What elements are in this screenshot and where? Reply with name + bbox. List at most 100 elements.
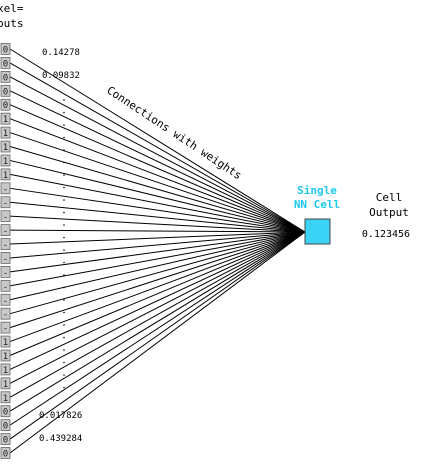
input-box (0, 182, 11, 195)
input-box (0, 377, 11, 390)
weight-label-4: 0.439284 (39, 434, 82, 444)
connection-line (9, 76, 306, 233)
input-value: - (3, 254, 8, 264)
connection-line (9, 146, 306, 233)
connection-line (9, 231, 306, 343)
input-value: 1 (3, 171, 8, 181)
input-box (0, 265, 11, 278)
connection-line (9, 231, 306, 384)
input-box (0, 335, 11, 348)
input-value: 1 (3, 143, 8, 153)
continuation-dot (63, 349, 65, 351)
input-value: 1 (3, 129, 8, 139)
continuation-dot (63, 211, 65, 214)
input-value: 1 (3, 157, 8, 167)
input-value: - (3, 324, 8, 334)
input-box (0, 433, 11, 445)
input-box (0, 224, 11, 237)
input-value: 1 (3, 115, 8, 125)
input-box (0, 57, 11, 69)
input-column: 0 0 0 0 0 1 1 1 1 1 - - - - - - - - - - - 1 1 1 1 1 0 0 0 0 (0, 43, 11, 460)
input-value: - (3, 282, 8, 292)
continuation-dot (63, 136, 65, 139)
continuation-dot (63, 374, 65, 376)
continuation-dot (63, 186, 65, 189)
input-value: 1 (3, 366, 8, 376)
connection-line (9, 187, 306, 233)
input-value: 1 (3, 352, 8, 362)
input-box (0, 84, 11, 97)
connection-line (9, 231, 306, 287)
input-box (0, 321, 11, 334)
connection-line (9, 231, 306, 398)
header-line1: xel= (0, 2, 24, 15)
weight-label-1: 0.14278 (42, 48, 80, 58)
input-value: 0 (3, 87, 8, 97)
connection-line (9, 229, 306, 233)
input-box (0, 391, 11, 404)
input-box (0, 70, 11, 83)
connection-line (9, 231, 306, 245)
input-box (0, 98, 11, 111)
input-box (0, 210, 11, 223)
input-value: 0 (3, 422, 8, 432)
input-value: 1 (3, 338, 8, 348)
connection-line (9, 231, 306, 440)
input-box (0, 279, 11, 292)
connection-line (9, 62, 306, 233)
connection-line (9, 231, 306, 426)
connection-line (9, 159, 306, 233)
continuation-dot (63, 249, 65, 251)
input-value: - (3, 227, 8, 237)
continuation-dot (63, 361, 65, 364)
connection-line (9, 231, 306, 356)
weight-label-2: 0.09832 (42, 71, 80, 81)
connection-lines (9, 48, 306, 454)
connection-line (9, 231, 306, 412)
input-value: 1 (3, 380, 8, 390)
connection-line (9, 231, 306, 315)
connection-line (9, 201, 306, 233)
header-line2: puts (0, 17, 24, 30)
input-box (0, 238, 11, 250)
connection-line (9, 132, 306, 233)
input-value: - (3, 296, 8, 306)
continuation-dot (63, 324, 65, 326)
connection-line (9, 231, 306, 454)
continuation-dots (63, 99, 65, 389)
input-value: - (3, 268, 8, 278)
continuation-dot (63, 336, 65, 339)
input-value: - (3, 199, 8, 209)
input-value: 0 (3, 73, 8, 83)
connection-line (9, 231, 306, 329)
connection-line (9, 90, 306, 233)
continuation-dot (63, 286, 65, 289)
continuation-dot (63, 124, 65, 126)
continuation-dot (63, 149, 65, 151)
input-box (0, 405, 11, 418)
input-box (0, 349, 11, 362)
input-box (0, 252, 11, 264)
continuation-dot (63, 199, 65, 201)
input-value: 0 (3, 450, 8, 460)
continuation-dot (63, 386, 65, 389)
connection-line (9, 118, 306, 233)
continuation-dot (63, 261, 65, 264)
input-value: - (3, 185, 8, 195)
input-box (0, 140, 11, 153)
connection-line (9, 231, 306, 301)
cell-label-line2: NN Cell (294, 198, 340, 211)
input-value: 0 (3, 59, 8, 69)
input-box (0, 154, 11, 167)
input-value: 0 (3, 436, 8, 446)
input-value: - (3, 310, 8, 320)
connection-line (9, 48, 306, 233)
connections-label: Connections with weights (104, 84, 244, 183)
input-box (0, 168, 11, 181)
input-box (0, 126, 11, 139)
input-box (0, 43, 11, 55)
connection-line (9, 231, 306, 259)
input-value: 0 (3, 101, 8, 111)
input-value: 0 (3, 408, 8, 418)
